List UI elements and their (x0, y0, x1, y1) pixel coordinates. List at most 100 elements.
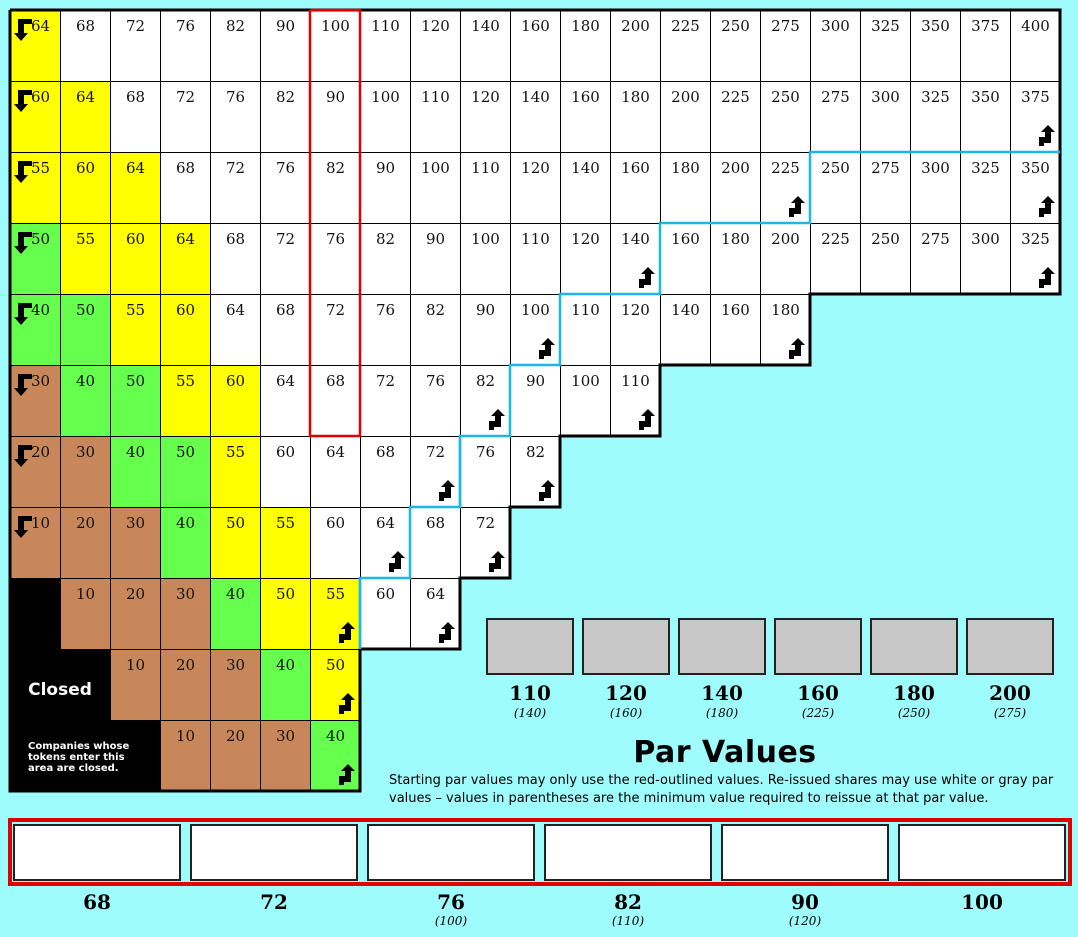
market-cell[interactable]: 55 (160, 365, 211, 437)
market-cell[interactable]: 100 (410, 152, 461, 224)
market-cell[interactable]: 76 (210, 81, 261, 153)
market-cell[interactable]: 72 (260, 223, 311, 295)
market-cell[interactable]: 225 (660, 10, 711, 82)
market-cell[interactable]: 60 (360, 578, 411, 650)
market-cell[interactable]: 68 (160, 152, 211, 224)
market-cell[interactable]: 64 (310, 436, 361, 508)
market-cell[interactable]: 350 (960, 81, 1011, 153)
par-gray-box[interactable] (870, 618, 958, 675)
market-cell[interactable]: 140 (510, 81, 561, 153)
market-cell[interactable]: 275 (860, 152, 911, 224)
market-cell[interactable]: 325 (960, 152, 1011, 224)
market-cell[interactable]: 110 (560, 294, 611, 366)
market-cell[interactable]: 68 (60, 10, 111, 82)
par-gray-box[interactable] (774, 618, 862, 675)
market-cell[interactable]: 120 (560, 223, 611, 295)
market-cell[interactable]: 200 (760, 223, 811, 295)
market-cell[interactable]: 300 (810, 10, 861, 82)
par-gray-box[interactable] (966, 618, 1054, 675)
market-cell[interactable]: 90 (360, 152, 411, 224)
market-cell[interactable]: 350 (1010, 152, 1061, 224)
market-cell[interactable]: 20 (60, 507, 111, 579)
market-cell[interactable]: 160 (510, 10, 561, 82)
market-cell[interactable]: 180 (710, 223, 761, 295)
market-cell[interactable]: 64 (360, 507, 411, 579)
market-cell[interactable]: 20 (160, 649, 211, 721)
market-cell[interactable]: 60 (160, 294, 211, 366)
market-cell[interactable]: 55 (310, 578, 361, 650)
market-cell[interactable]: 76 (310, 223, 361, 295)
market-cell[interactable]: 76 (410, 365, 461, 437)
market-cell[interactable]: 72 (310, 294, 361, 366)
market-cell[interactable]: 60 (110, 223, 161, 295)
market-cell[interactable]: 50 (310, 649, 361, 721)
market-cell[interactable]: 250 (710, 10, 761, 82)
market-cell[interactable]: 72 (160, 81, 211, 153)
market-cell[interactable]: 60 (310, 507, 361, 579)
par-white-box[interactable] (13, 824, 181, 881)
market-cell[interactable]: 160 (560, 81, 611, 153)
market-cell[interactable]: 120 (610, 294, 661, 366)
market-cell[interactable]: 110 (410, 81, 461, 153)
market-cell[interactable]: 180 (760, 294, 811, 366)
market-cell[interactable]: 60 (10, 81, 61, 153)
market-cell[interactable]: 68 (210, 223, 261, 295)
market-cell[interactable]: 275 (760, 10, 811, 82)
market-cell[interactable]: 180 (610, 81, 661, 153)
market-cell[interactable]: 72 (210, 152, 261, 224)
market-cell[interactable]: 90 (510, 365, 561, 437)
market-cell[interactable]: 325 (910, 81, 961, 153)
market-cell[interactable]: 82 (260, 81, 311, 153)
market-cell[interactable]: 76 (260, 152, 311, 224)
market-cell[interactable]: 55 (260, 507, 311, 579)
market-cell[interactable]: 68 (310, 365, 361, 437)
market-cell[interactable]: 400 (1010, 10, 1061, 82)
market-cell[interactable]: 120 (460, 81, 511, 153)
market-cell[interactable]: 200 (660, 81, 711, 153)
market-cell[interactable]: 300 (910, 152, 961, 224)
market-cell[interactable]: 64 (260, 365, 311, 437)
market-cell[interactable]: 180 (560, 10, 611, 82)
market-cell[interactable]: 60 (260, 436, 311, 508)
market-cell[interactable]: 30 (210, 649, 261, 721)
par-white-box[interactable] (544, 824, 712, 881)
market-cell[interactable]: 325 (860, 10, 911, 82)
market-cell[interactable]: 375 (960, 10, 1011, 82)
market-cell[interactable]: 225 (810, 223, 861, 295)
market-cell[interactable]: 72 (110, 10, 161, 82)
market-cell[interactable]: 64 (10, 10, 61, 82)
market-cell[interactable]: 55 (10, 152, 61, 224)
market-cell[interactable]: 40 (10, 294, 61, 366)
market-cell[interactable]: 60 (210, 365, 261, 437)
market-cell[interactable]: 72 (460, 507, 511, 579)
market-cell[interactable]: 20 (210, 720, 261, 792)
market-cell[interactable]: 76 (460, 436, 511, 508)
market-cell[interactable]: 82 (410, 294, 461, 366)
market-cell[interactable]: 200 (710, 152, 761, 224)
market-cell[interactable]: 50 (210, 507, 261, 579)
market-cell[interactable]: 325 (1010, 223, 1061, 295)
market-cell[interactable]: 10 (10, 507, 61, 579)
market-cell[interactable]: 64 (410, 578, 461, 650)
market-cell[interactable]: 40 (310, 720, 361, 792)
market-cell[interactable]: 50 (10, 223, 61, 295)
par-white-box[interactable] (721, 824, 889, 881)
market-cell[interactable]: 50 (160, 436, 211, 508)
market-cell[interactable]: 110 (610, 365, 661, 437)
market-cell[interactable]: 64 (60, 81, 111, 153)
market-cell[interactable]: 90 (460, 294, 511, 366)
par-gray-box[interactable] (678, 618, 766, 675)
market-cell[interactable]: 30 (10, 365, 61, 437)
market-cell[interactable]: 275 (810, 81, 861, 153)
market-cell[interactable]: 82 (360, 223, 411, 295)
market-cell[interactable]: 64 (210, 294, 261, 366)
market-cell[interactable]: 350 (910, 10, 961, 82)
market-cell[interactable]: 68 (410, 507, 461, 579)
market-cell[interactable]: 30 (260, 720, 311, 792)
market-cell[interactable]: 225 (760, 152, 811, 224)
market-cell[interactable]: 90 (310, 81, 361, 153)
market-cell[interactable]: 225 (710, 81, 761, 153)
market-cell[interactable]: 90 (410, 223, 461, 295)
market-cell[interactable]: 82 (310, 152, 361, 224)
market-cell[interactable]: 60 (60, 152, 111, 224)
